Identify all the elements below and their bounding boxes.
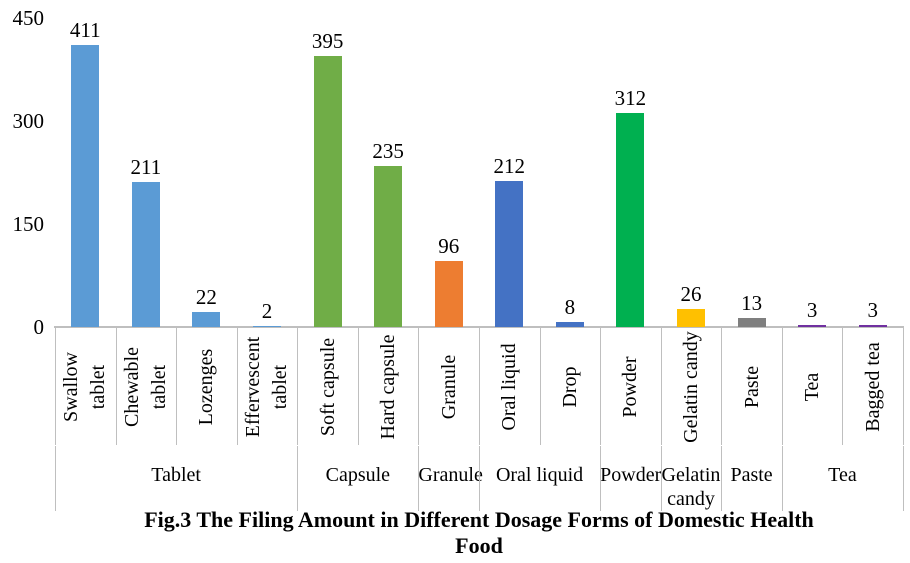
category-label-tea: Tea [800,372,823,401]
bar-effervescent-tablet [253,325,281,327]
group-label-granule: Granule [418,464,483,486]
group-divider [479,446,480,511]
category-label-effervescent-tablet: Effervescent tablet [241,336,291,437]
group-divider [903,446,904,511]
y-tick-label-150: 150 [12,212,45,236]
category-divider [903,328,904,445]
category-divider [297,328,299,445]
bar-value-lozenges: 22 [195,284,217,309]
bar-soft-capsule [313,55,342,327]
category-divider [842,328,844,445]
category-cell-hard-capsule: Hard capsule [358,328,419,445]
category-cell-swallow-tablet: Swallow tablet [55,328,116,445]
x-axis-line [54,326,904,328]
category-label-bagged-tea: Bagged tea [861,341,884,432]
group-divider [418,446,420,511]
category-cell-chewable-tablet: Chewable tablet [116,328,177,445]
bar-paste [737,318,766,327]
category-divider [176,328,178,445]
bar-value-powder: 312 [614,85,647,110]
category-label-lozenges: Lozenges [194,348,217,425]
category-label-gelatin-candy: Gelatin candy [679,330,702,443]
category-label-hard-capsule: Hard capsule [376,334,399,439]
chart-title-line1: Fig.3 The Filing Amount in Different Dos… [144,507,814,532]
group-label-tablet: Tablet [151,464,201,486]
chart-title-line2: Food [455,533,503,558]
category-cell-granule: Granule [418,328,479,445]
bar-oral-liquid [495,181,524,327]
group-label-tea: Tea [828,464,857,486]
bar-drop [555,321,584,327]
category-divider [600,328,602,445]
group-label-paste: Paste [730,464,773,486]
group-divider [600,446,602,511]
category-divider [418,328,420,445]
category-label-granule: Granule [437,354,460,419]
bar-chewable-tablet [131,182,160,327]
category-cell-effervescent-tablet: Effervescent tablet [237,328,298,445]
bar-granule [434,261,463,327]
bar-value-tea: 3 [806,297,818,322]
group-divider [297,446,299,511]
category-label-soft-capsule: Soft capsule [316,337,339,436]
category-label-powder: Powder [618,355,641,418]
bar-lozenges [192,311,221,327]
bar-hard-capsule [374,165,403,327]
category-divider [479,328,480,445]
group-divider [721,446,723,511]
category-divider [660,328,662,445]
bar-value-gelatin-candy: 26 [680,282,702,307]
group-divider [781,446,783,511]
category-cell-bagged-tea: Bagged tea [842,328,903,445]
bar-value-oral-liquid: 212 [493,154,526,179]
bar-value-paste: 13 [741,291,763,316]
category-divider [721,328,723,445]
category-cell-paste: Paste [721,328,782,445]
bar-gelatin-candy [677,309,705,327]
bar-value-hard-capsule: 235 [372,138,404,163]
category-label-chewable-tablet: Chewable tablet [120,346,170,427]
bar-powder [616,112,645,327]
category-cell-lozenges: Lozenges [176,328,237,445]
chart-title: Fig.3 The Filing Amount in Different Dos… [55,507,903,559]
bar-value-bagged-tea: 3 [867,297,878,322]
bar-value-granule: 96 [438,234,460,259]
y-tick-label-450: 450 [12,6,45,30]
bar-value-effervescent-tablet: 2 [261,298,273,323]
bar-swallow-tablet [71,44,100,327]
category-cell-tea: Tea [782,328,843,445]
group-label-gelatin-candy: Gelatin candy [661,464,721,510]
bar-bagged-tea [858,324,887,327]
y-tick-label-0: 0 [33,315,45,339]
category-label-drop: Drop [558,365,581,408]
group-divider [660,446,662,511]
category-cell-powder: Powder [600,328,661,445]
y-tick-label-300: 300 [12,109,45,133]
category-cell-drop: Drop [540,328,601,445]
bar-value-swallow-tablet: 411 [69,17,101,42]
group-label-powder: Powder [600,464,662,486]
category-divider [236,328,238,445]
category-cell-gelatin-candy: Gelatin candy [661,328,722,445]
category-divider [357,328,359,445]
bar-value-chewable-tablet: 211 [130,155,162,180]
bar-value-soft-capsule: 395 [311,28,344,53]
category-label-paste: Paste [740,365,763,408]
category-divider [55,328,56,445]
bar-tea [798,324,827,327]
category-cell-soft-capsule: Soft capsule [297,328,358,445]
category-divider [115,328,117,445]
group-label-oral-liquid: Oral liquid [495,464,584,486]
category-divider [781,328,783,445]
bar-value-drop: 8 [564,294,576,319]
category-divider [539,328,541,445]
group-label-capsule: Capsule [325,464,391,486]
category-label-swallow-tablet: Swallow tablet [60,351,110,422]
group-divider [55,446,56,511]
category-label-oral-liquid: Oral liquid [497,342,520,431]
category-cell-oral-liquid: Oral liquid [479,328,540,445]
